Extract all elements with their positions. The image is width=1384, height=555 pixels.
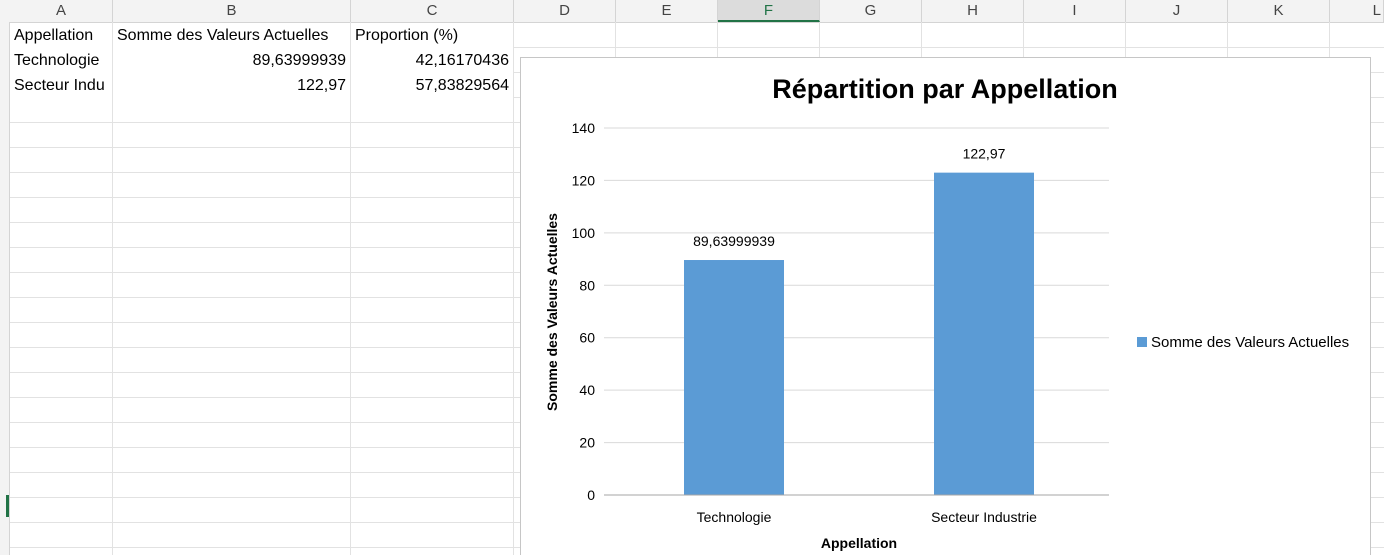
column-header-c[interactable]: C bbox=[351, 0, 514, 22]
column-header-l[interactable]: L bbox=[1330, 0, 1384, 22]
cell-c1[interactable]: Proportion (%) bbox=[351, 23, 513, 48]
column-header-k[interactable]: K bbox=[1228, 0, 1330, 22]
y-tick-label-4: 80 bbox=[579, 277, 595, 293]
y-axis-title[interactable]: Somme des Valeurs Actuelles bbox=[544, 213, 560, 411]
category-labels: Technologie Secteur Industrie bbox=[697, 509, 1037, 525]
row-header-strip[interactable] bbox=[0, 22, 10, 555]
category-label-0: Technologie bbox=[697, 509, 772, 525]
data-labels: 89,63999939 122,97 bbox=[693, 146, 1006, 249]
legend-swatch bbox=[1137, 337, 1147, 347]
column-header-g[interactable]: G bbox=[820, 0, 922, 22]
bar-chart: Répartition par Appellation 0 20 40 60 80 100… bbox=[544, 74, 1349, 551]
y-tick-label-1: 20 bbox=[579, 435, 595, 451]
column-header-row: A B C D E F G H I J K L bbox=[0, 0, 1384, 23]
x-axis-title[interactable]: Appellation bbox=[821, 535, 897, 551]
bar-1[interactable] bbox=[934, 172, 1034, 495]
data-label-0: 89,63999939 bbox=[693, 233, 775, 249]
cell-a2[interactable]: Technologie bbox=[10, 48, 112, 73]
y-tick-label-5: 100 bbox=[572, 225, 596, 241]
y-tick-label-2: 40 bbox=[579, 382, 595, 398]
bars bbox=[684, 172, 1034, 495]
column-header-e[interactable]: E bbox=[616, 0, 718, 22]
cell-a3[interactable]: Secteur Indu bbox=[10, 73, 112, 98]
column-header-j[interactable]: J bbox=[1126, 0, 1228, 22]
y-tick-label-7: 140 bbox=[572, 120, 596, 136]
column-header-a[interactable]: A bbox=[10, 0, 113, 22]
y-tick-label-3: 60 bbox=[579, 330, 595, 346]
y-tick-label-6: 120 bbox=[572, 172, 596, 188]
selected-row-marker bbox=[6, 495, 9, 517]
cell-b1[interactable]: Somme des Valeurs Actuelles bbox=[113, 23, 350, 48]
bar-0[interactable] bbox=[684, 260, 784, 495]
column-header-i[interactable]: I bbox=[1024, 0, 1126, 22]
cell-c3[interactable]: 57,83829564 bbox=[351, 73, 513, 98]
legend-label: Somme des Valeurs Actuelles bbox=[1151, 334, 1349, 351]
column-header-f[interactable]: F bbox=[718, 0, 820, 22]
data-label-1: 122,97 bbox=[963, 146, 1006, 162]
chart-title[interactable]: Répartition par Appellation bbox=[772, 74, 1118, 104]
cell-c2[interactable]: 42,16170436 bbox=[351, 48, 513, 73]
cell-a1[interactable]: Appellation bbox=[10, 23, 112, 48]
y-axis-ticks: 0 20 40 60 80 100 120 140 bbox=[572, 120, 596, 503]
category-label-1: Secteur Industrie bbox=[931, 509, 1037, 525]
column-header-h[interactable]: H bbox=[922, 0, 1024, 22]
legend[interactable]: Somme des Valeurs Actuelles bbox=[1137, 334, 1349, 351]
cell-b3[interactable]: 122,97 bbox=[113, 73, 350, 98]
column-header-b[interactable]: B bbox=[113, 0, 351, 22]
embedded-chart[interactable]: Répartition par Appellation 0 20 40 60 80 100… bbox=[520, 57, 1371, 555]
cell-b2[interactable]: 89,63999939 bbox=[113, 48, 350, 73]
column-header-d[interactable]: D bbox=[514, 0, 616, 22]
y-tick-label-0: 0 bbox=[587, 487, 595, 503]
